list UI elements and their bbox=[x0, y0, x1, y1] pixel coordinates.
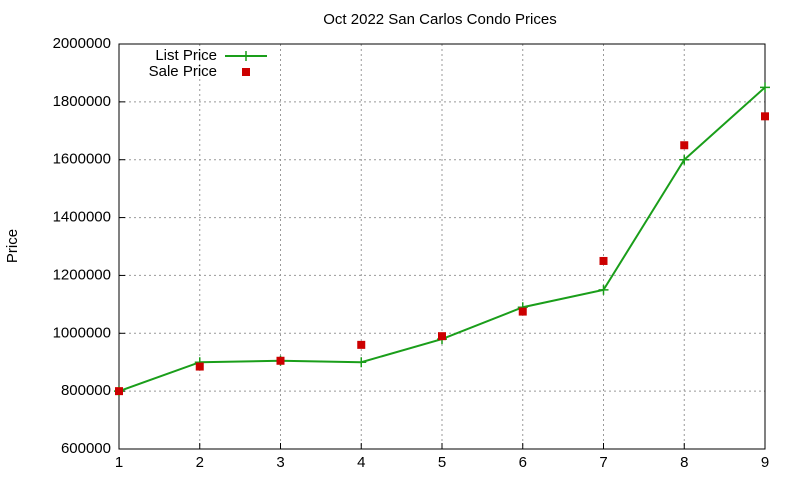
plot-frame bbox=[118, 43, 766, 450]
chart-title: Oct 2022 San Carlos Condo Prices bbox=[323, 11, 556, 28]
point bbox=[518, 307, 527, 316]
x-tick-label: 3 bbox=[276, 454, 284, 471]
point bbox=[761, 112, 769, 121]
point bbox=[680, 141, 689, 150]
point bbox=[357, 340, 366, 349]
y-tick-label: 2000000 bbox=[53, 35, 111, 52]
x-tick-label: 6 bbox=[519, 454, 527, 471]
legend-swatch bbox=[242, 68, 250, 76]
legend-label: Sale Price bbox=[149, 63, 217, 80]
x-tick-label: 5 bbox=[438, 454, 446, 471]
y-tick-label: 600000 bbox=[61, 440, 111, 457]
y-tick-label: 800000 bbox=[61, 382, 111, 399]
point bbox=[598, 284, 609, 295]
x-tick-label: 9 bbox=[761, 454, 769, 471]
point bbox=[276, 356, 285, 365]
point bbox=[195, 362, 204, 371]
point bbox=[760, 82, 770, 93]
y-tick-label: 1800000 bbox=[53, 93, 111, 110]
point bbox=[679, 154, 690, 165]
x-tick-label: 1 bbox=[115, 454, 123, 471]
x-tick-label: 2 bbox=[196, 454, 204, 471]
y-tick-label: 1400000 bbox=[53, 209, 111, 226]
x-tick-label: 7 bbox=[599, 454, 607, 471]
x-tick-label: 8 bbox=[680, 454, 688, 471]
point bbox=[438, 332, 446, 341]
y-tick-label: 1000000 bbox=[53, 324, 111, 341]
point bbox=[115, 387, 123, 396]
y-axis-label: Price bbox=[4, 229, 21, 263]
legend-swatch bbox=[241, 51, 251, 61]
x-tick-label: 4 bbox=[357, 454, 365, 471]
y-tick-label: 1600000 bbox=[53, 151, 111, 168]
y-tick-label: 1200000 bbox=[53, 266, 111, 283]
legend-label: List Price bbox=[155, 47, 217, 64]
point bbox=[599, 256, 608, 265]
point bbox=[356, 357, 367, 368]
